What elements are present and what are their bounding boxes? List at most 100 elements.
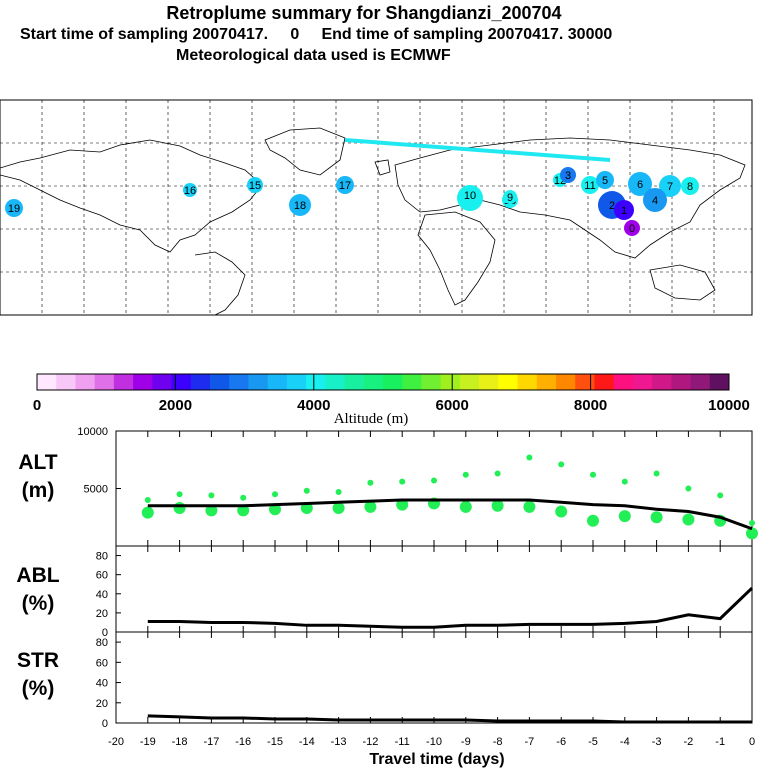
x-tick-label: -7 — [525, 736, 535, 748]
plume-dot — [596, 171, 614, 189]
colorbar-cell — [517, 374, 538, 390]
x-tick-label: -5 — [588, 736, 598, 748]
y-tick-label: 5000 — [84, 484, 108, 496]
plume-dot — [460, 185, 480, 205]
x-axis-label: Travel time (days) — [369, 751, 504, 768]
plume-dot — [628, 172, 652, 196]
plume-dot-label: 6 — [637, 179, 643, 191]
altitude-dot — [587, 514, 599, 527]
colorbar-cell — [671, 374, 692, 390]
plume-dot-label: 7 — [667, 181, 673, 193]
plume-dot-label: 0 — [629, 223, 635, 235]
colorbar-cell — [652, 374, 672, 390]
colorbar-cell — [171, 374, 192, 390]
y-tick-label: 60 — [96, 657, 108, 669]
y-tick-label: 40 — [96, 589, 108, 601]
plume-positions: 191817161514131211109876543210 — [5, 167, 699, 236]
x-tick-label: -17 — [203, 736, 219, 748]
plume-dot-label: 3 — [565, 170, 571, 182]
altitude-dot — [555, 505, 568, 518]
plume-dot-label: 11 — [584, 180, 595, 192]
altitude-dot — [173, 502, 186, 515]
altitude-dot — [303, 487, 310, 494]
colorbar-tick-label: 2000 — [159, 397, 192, 414]
plume-dot-label: 5 — [602, 175, 608, 187]
chart-title: Retroplume summary for Shangdianzi_20070… — [166, 3, 562, 23]
altitude-dot — [399, 478, 406, 485]
x-tick-label: -19 — [140, 736, 156, 748]
panel-label: ALT — [18, 451, 57, 474]
altitude-dot — [526, 454, 533, 461]
colorbar-cell — [56, 374, 76, 390]
plume-dot-label: 18 — [294, 200, 306, 212]
colorbar-cell — [75, 374, 96, 390]
altitude-dot — [717, 492, 724, 499]
colorbar-cell — [210, 374, 230, 390]
colorbar-cell — [575, 374, 595, 390]
colorbar-tick-label: 6000 — [436, 397, 469, 414]
x-tick-label: -4 — [620, 736, 630, 748]
x-tick-label: -11 — [395, 736, 410, 748]
altitude-dot — [653, 470, 660, 477]
altitude-dot — [144, 497, 151, 503]
altitude-dot — [176, 491, 183, 498]
plume-track — [344, 138, 611, 162]
plume-dot — [560, 167, 576, 183]
colorbar-cell — [632, 374, 653, 390]
x-tick-label: 0 — [749, 736, 755, 748]
colorbar-cell — [286, 374, 307, 390]
altitude-dot — [685, 485, 692, 492]
y-tick-label: 10000 — [77, 426, 108, 438]
altitude-dot — [618, 510, 631, 523]
x-tick-label: -12 — [362, 736, 378, 748]
series-line — [147, 714, 752, 724]
plume-dot — [247, 177, 263, 193]
y-tick-label: 20 — [96, 698, 108, 710]
altitude-dot — [332, 502, 345, 515]
colorbar-tick-label: 4000 — [297, 397, 330, 414]
panel-unit: (%) — [22, 592, 55, 615]
altitude-dot — [364, 500, 377, 513]
altitude-dot — [682, 513, 695, 526]
colorbar-cell — [248, 374, 269, 390]
altitude-dot — [237, 504, 250, 517]
panel-unit: (m) — [22, 479, 55, 502]
retroplume-map: 191817161514131211109876543210 — [0, 99, 753, 316]
colorbar-cell — [536, 374, 557, 390]
plume-dot — [183, 183, 197, 197]
colorbar-cell — [344, 374, 365, 390]
x-tick-label: -6 — [556, 736, 566, 748]
colorbar-cell — [479, 374, 499, 390]
colorbar-cell — [383, 374, 403, 390]
chart-subtitle-2: Meteorological data used is ECMWF — [176, 47, 451, 64]
colorbar-tick-label: 8000 — [574, 397, 607, 414]
colorbar-cell — [229, 374, 249, 390]
plume-dot — [614, 200, 634, 220]
colorbar-cell — [113, 374, 134, 390]
y-tick-label: 0 — [102, 627, 108, 639]
altitude-dot — [491, 499, 504, 512]
panel-label: ABL — [16, 564, 59, 587]
altitude-dot — [272, 491, 278, 498]
plume-dot-label: 19 — [8, 203, 20, 215]
altitude-dot — [431, 477, 437, 484]
series-line — [147, 586, 754, 629]
plume-dot — [643, 188, 667, 212]
colorbar-cell — [133, 374, 153, 390]
altitude-dot — [746, 527, 758, 540]
plume-dot-label: 8 — [687, 181, 693, 193]
colorbar-cell — [421, 374, 442, 390]
colorbar-cell — [556, 374, 576, 390]
plume-dot — [336, 176, 354, 194]
colorbar-cell — [94, 374, 115, 390]
altitude-dot — [459, 500, 472, 513]
plume-dot-label: 2 — [609, 200, 615, 212]
colorbar-label: Altitude (m) — [334, 411, 409, 427]
colorbar-cell — [152, 374, 173, 390]
altitude-colorbar: 0 2000 4000 6000 8000 10000 Altitude (m) — [33, 373, 750, 427]
plume-dot — [581, 176, 599, 194]
altitude-dot — [523, 500, 536, 513]
y-tick-label: 20 — [96, 608, 108, 620]
altitude-dot — [494, 470, 501, 477]
altitude-dot — [208, 492, 215, 499]
